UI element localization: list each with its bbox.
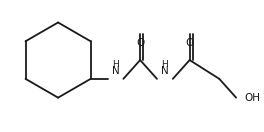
Text: OH: OH [244,93,260,103]
Text: O: O [186,38,194,48]
Text: O: O [136,38,144,48]
Text: N: N [112,66,119,76]
Text: H: H [162,60,168,69]
Text: H: H [112,60,119,69]
Text: N: N [161,66,169,76]
